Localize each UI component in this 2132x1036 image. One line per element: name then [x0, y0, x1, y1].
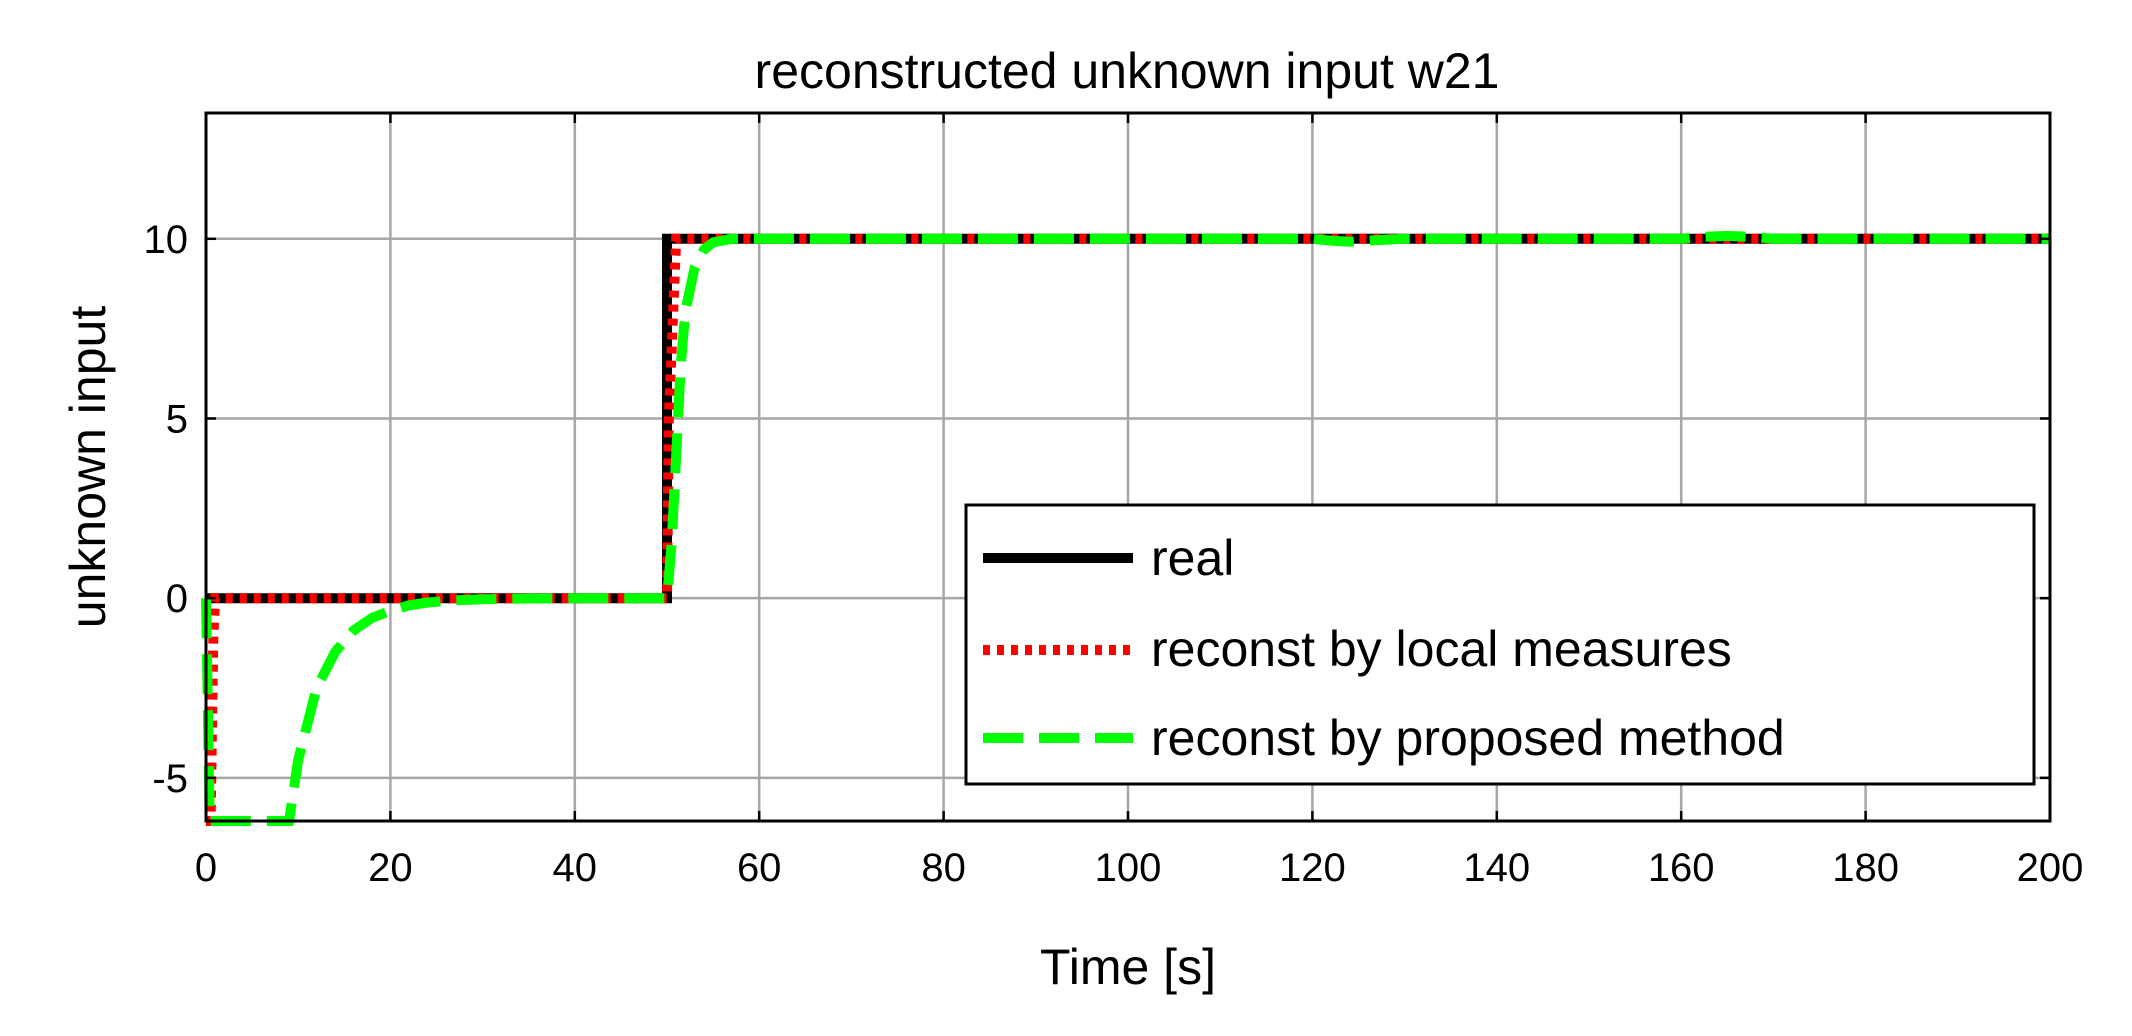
y-tick-label: 5: [166, 397, 188, 441]
x-axis-label: Time [s]: [1040, 939, 1216, 995]
legend-label-real: real: [1151, 530, 1234, 586]
y-tick-label: -5: [152, 757, 188, 801]
x-tick-label: 80: [921, 846, 966, 890]
legend: real reconst by local measures reconst b…: [964, 503, 2036, 786]
x-tick-label: 0: [195, 846, 217, 890]
x-tick-label: 200: [2017, 846, 2084, 890]
x-tick-label: 140: [1463, 846, 1530, 890]
legend-label-proposed: reconst by proposed method: [1151, 710, 1785, 766]
ticks: 0 20 40 60 80 100 120 140 160 180 200 -5 0 5 10: [144, 113, 2084, 890]
y-tick-label: 0: [166, 577, 188, 621]
legend-label-local: reconst by local measures: [1151, 621, 1732, 677]
chart-title: reconstructed unknown input w21: [755, 43, 1500, 99]
legend-box: [964, 503, 2036, 786]
x-tick-label: 120: [1279, 846, 1346, 890]
y-tick-label: 10: [144, 218, 189, 262]
x-tick-label: 20: [368, 846, 413, 890]
x-tick-label: 60: [737, 846, 782, 890]
series-line-proposed: [201, 230, 2050, 826]
x-tick-label: 180: [1832, 846, 1899, 890]
y-axis-label: unknown input: [60, 306, 116, 629]
x-tick-label: 40: [553, 846, 598, 890]
x-tick-label: 100: [1095, 846, 1162, 890]
x-tick-label: 160: [1648, 846, 1715, 890]
series-layer: [201, 230, 2050, 826]
series-line-local: [205, 233, 2050, 826]
